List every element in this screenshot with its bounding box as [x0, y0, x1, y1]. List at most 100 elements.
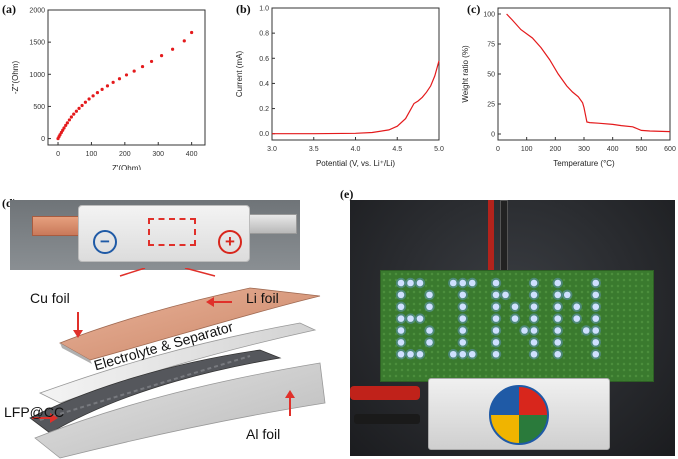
- red-clip: [350, 386, 420, 400]
- data-point: [149, 59, 154, 64]
- led-matrix-display: [395, 277, 601, 360]
- led-dot: [592, 279, 600, 287]
- led-dot: [492, 339, 500, 346]
- black-clip: [354, 414, 420, 424]
- led-dot: [426, 339, 433, 346]
- y-tick-label: 0.2: [259, 106, 269, 113]
- x-tick-label: 400: [607, 146, 619, 153]
- led-dot: [468, 279, 476, 287]
- pouch-battery: [428, 378, 610, 450]
- y-tick-label: 0.0: [259, 131, 269, 138]
- x-tick-label: 600: [664, 146, 676, 153]
- led-dot: [521, 327, 528, 334]
- x-tick-label: 200: [119, 151, 131, 158]
- data-point: [100, 87, 104, 91]
- data-point: [80, 103, 84, 108]
- led-dot: [468, 350, 476, 358]
- x-tick-label: 4.0: [351, 146, 361, 153]
- lsv-chart: 3.0 3.5 4.0 4.5 5.0 0.0 0.2 0.4 0.6 0.8 1.0 Potenti…: [235, 6, 444, 169]
- data-point: [140, 64, 145, 69]
- x-tick-label: 0: [496, 146, 500, 153]
- red-lead-wire: [488, 200, 494, 270]
- led-dot: [449, 279, 457, 287]
- data-point: [91, 94, 95, 98]
- data-point: [64, 123, 68, 127]
- led-dot: [592, 315, 600, 322]
- data-line: [272, 60, 440, 135]
- data-point: [74, 109, 78, 113]
- led-dot: [554, 350, 562, 358]
- y-tick-label: 50: [487, 72, 495, 79]
- y-tick-label: 0: [491, 132, 495, 139]
- led-dot: [492, 315, 500, 322]
- y-tick-label: 75: [487, 42, 495, 49]
- y-tick-label: 1000: [29, 72, 45, 79]
- y-tick-label: 500: [33, 104, 45, 111]
- cu-foil-label: Cu foil: [30, 290, 70, 306]
- panel-b-label: (b): [236, 2, 251, 16]
- led-dot: [397, 327, 405, 334]
- led-dot: [592, 303, 600, 311]
- y-axis-label: Weight ratio (%): [461, 45, 470, 103]
- dashed-highlight-box: [148, 218, 196, 246]
- led-dot: [563, 291, 571, 299]
- data-point: [159, 54, 164, 58]
- plot-frame: [497, 7, 671, 141]
- tga-chart: 0 100 200 300 400 500 600 0 25 50 75 100 Temperature…: [461, 7, 676, 168]
- led-dot: [573, 303, 581, 311]
- x-tick-label: 0: [56, 151, 60, 158]
- led-dot: [554, 327, 562, 334]
- led-dot: [416, 279, 424, 287]
- negative-terminal-icon: −: [93, 230, 117, 254]
- led-dot: [459, 291, 467, 299]
- lfp-label: LFP@CC: [4, 404, 65, 420]
- led-dot: [397, 315, 405, 322]
- led-dot: [530, 279, 538, 287]
- x-tick-label: 300: [152, 151, 164, 158]
- plot-frame: [271, 7, 440, 141]
- led-dot: [530, 291, 538, 299]
- pouch-cell-photo: − +: [10, 200, 300, 270]
- led-dot: [459, 327, 467, 334]
- led-dot: [592, 350, 600, 358]
- led-dot: [397, 279, 405, 287]
- panel-e-label: (e): [340, 187, 354, 201]
- x-tick-label: 400: [186, 151, 198, 158]
- led-dot: [426, 327, 433, 334]
- data-point: [124, 73, 129, 77]
- nyquist-chart: 0 100 200 300 400 0 500 1000 1500 2000 Z'(Ohm) -Z''…: [11, 8, 206, 170]
- led-dot: [592, 327, 600, 334]
- y-tick-label: 0: [41, 136, 45, 143]
- y-tick-label: 0.8: [259, 31, 269, 38]
- data-point: [117, 77, 122, 81]
- led-demo-photo: [350, 200, 675, 456]
- led-dot: [426, 303, 433, 311]
- data-point: [65, 121, 69, 125]
- led-dot: [397, 350, 405, 358]
- x-tick-label: 200: [549, 146, 561, 153]
- lfp-carbon-cloth: [29, 349, 282, 434]
- x-tick-label: 500: [635, 146, 647, 153]
- led-dot: [530, 350, 538, 358]
- led-dot: [530, 303, 538, 311]
- x-tick-label: 300: [578, 146, 590, 153]
- data-line: [506, 13, 671, 133]
- data-point: [132, 69, 136, 73]
- led-dot: [492, 291, 500, 299]
- cu-foil-sheet: [59, 287, 321, 361]
- led-dot: [554, 315, 562, 322]
- led-dot: [459, 303, 467, 311]
- data-point: [95, 91, 100, 95]
- led-dot: [573, 315, 581, 322]
- y-tick-label: 25: [487, 102, 495, 109]
- y-tick-label: 0.4: [259, 81, 269, 88]
- led-dot: [407, 350, 414, 358]
- x-tick-label: 3.5: [309, 146, 319, 153]
- data-point: [182, 39, 186, 43]
- data-point: [83, 100, 88, 104]
- led-dot: [416, 315, 424, 322]
- data-point: [72, 112, 76, 116]
- data-point: [62, 126, 66, 130]
- y-axis-label: Current (mA): [235, 51, 244, 98]
- data-point: [69, 115, 73, 119]
